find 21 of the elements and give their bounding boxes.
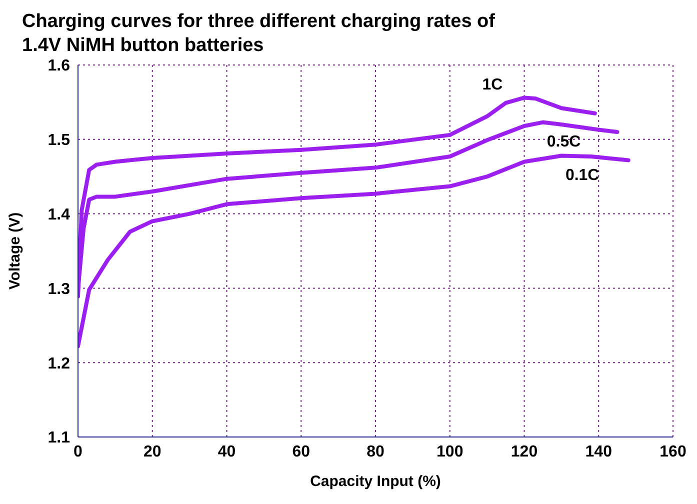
series-label: 0.1C xyxy=(565,166,600,184)
series-label: 1C xyxy=(482,76,504,94)
y-tick-label: 1.2 xyxy=(48,355,70,372)
x-tick-label: 80 xyxy=(366,443,384,460)
y-tick-label: 1.4 xyxy=(48,206,70,224)
y-tick-label: 1.5 xyxy=(48,132,70,150)
y-axis-title: Voltage (V) xyxy=(6,212,24,290)
x-tick-label: 0 xyxy=(74,443,83,460)
x-tick-label: 40 xyxy=(218,443,236,460)
chart-title: Charging curves for three different charging rates of 1.4V NiMH button batteries xyxy=(22,10,496,58)
x-tick-label: 100 xyxy=(436,443,464,460)
x-tick-label: 140 xyxy=(585,443,612,460)
series-label: 0.5C xyxy=(546,133,582,150)
x-tick-label: 60 xyxy=(292,443,310,460)
y-tick-label: 1.1 xyxy=(48,430,70,447)
x-axis-title: Capacity Input (%) xyxy=(310,473,441,490)
y-tick-label: 1.6 xyxy=(48,58,70,75)
x-tick-label: 160 xyxy=(660,443,686,460)
x-tick-label: 120 xyxy=(510,443,538,460)
x-tick-label: 20 xyxy=(143,443,162,460)
y-tick-label: 1.3 xyxy=(48,280,70,298)
